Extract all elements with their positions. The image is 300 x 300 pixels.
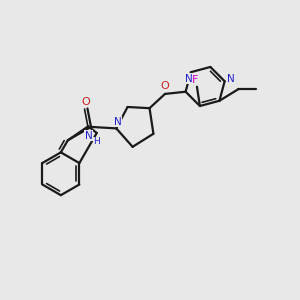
Text: F: F [192,75,199,85]
Text: O: O [160,82,169,92]
Text: N: N [227,74,235,84]
Text: N: N [114,117,122,127]
Text: N: N [185,74,193,84]
Text: O: O [82,97,90,107]
Text: N: N [85,131,92,141]
Text: H: H [93,137,100,146]
